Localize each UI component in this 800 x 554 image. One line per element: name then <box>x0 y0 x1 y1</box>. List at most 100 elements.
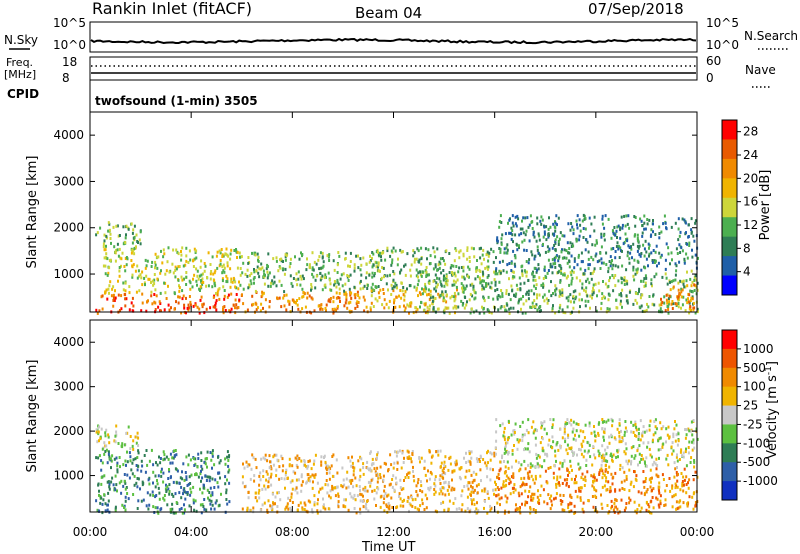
power-cell <box>164 291 167 295</box>
velocity-cell <box>597 433 600 437</box>
power-cell <box>302 277 305 281</box>
velocity-cell <box>211 491 214 495</box>
velocity-cell <box>107 452 110 456</box>
velocity-cell <box>634 509 637 513</box>
velocity-cell <box>659 499 662 503</box>
velocity-cell <box>349 480 352 483</box>
power-cell <box>333 283 336 287</box>
velocity-cell <box>616 507 619 511</box>
velocity-cell <box>135 464 138 467</box>
velocity-cell <box>358 478 361 482</box>
velocity-cell <box>104 502 107 506</box>
power-cell <box>124 289 127 293</box>
velocity-cell <box>398 449 401 453</box>
velocity-cell <box>676 485 679 489</box>
power-cell <box>104 248 107 252</box>
velocity-cell <box>677 472 679 476</box>
velocity-cell <box>579 466 582 470</box>
velocity-cell <box>116 470 119 474</box>
velocity-cell <box>307 477 310 481</box>
velocity-cell <box>359 474 362 478</box>
velocity-cell <box>328 467 331 471</box>
velocity-cell <box>306 480 309 484</box>
power-cell <box>469 292 472 296</box>
velocity-cell <box>132 493 135 496</box>
velocity-cell <box>477 483 480 487</box>
power-cell <box>295 278 298 282</box>
velocity-cell <box>301 507 304 511</box>
power-cell <box>266 276 269 280</box>
power-cell <box>642 279 645 283</box>
power-cell <box>575 295 578 299</box>
velocity-cell <box>278 465 281 469</box>
power-cell <box>508 218 511 222</box>
velocity-cell <box>559 475 562 479</box>
velocity-cell <box>347 456 350 460</box>
velocity-cell <box>399 486 402 490</box>
velocity-cell <box>366 466 369 470</box>
power-cell <box>664 258 667 262</box>
velocity-cell <box>424 493 427 497</box>
power-cell <box>354 306 357 310</box>
velocity-cell <box>597 449 600 453</box>
velocity-cell <box>626 429 628 433</box>
velocity-cell <box>311 508 313 512</box>
power-cell <box>545 297 548 301</box>
velocity-cell <box>430 461 433 465</box>
velocity-cell <box>683 478 686 482</box>
power-cell <box>510 269 513 272</box>
power-cell <box>124 269 127 273</box>
velocity-cell <box>217 485 220 489</box>
velocity-cell <box>544 469 547 473</box>
power-cell <box>609 264 612 268</box>
velocity-cell <box>571 430 574 434</box>
power-cell <box>154 263 157 267</box>
velocity-cell <box>556 475 559 479</box>
power-cell <box>638 289 640 293</box>
velocity-cell <box>547 443 550 447</box>
velocity-cell <box>621 466 624 470</box>
power-cell <box>455 265 458 268</box>
power-cell <box>337 304 339 308</box>
power-cell <box>508 277 510 281</box>
velocity-cell <box>439 487 442 491</box>
power-cell <box>452 272 454 276</box>
power-cell <box>124 304 127 308</box>
power-cell <box>476 275 479 279</box>
velocity-cell <box>567 503 570 507</box>
power-cell <box>117 234 120 238</box>
power-cell <box>636 271 639 275</box>
power-cell <box>520 232 523 236</box>
power-cell <box>444 290 447 294</box>
power-cell <box>445 249 448 253</box>
velocity-cell <box>572 427 575 431</box>
velocity-cell <box>262 475 265 478</box>
power-cell <box>107 287 110 291</box>
power-cell <box>588 263 591 267</box>
velocity-cell <box>131 444 134 448</box>
power-cell <box>599 267 602 270</box>
power-cell <box>201 305 204 309</box>
velocity-cell <box>442 476 445 480</box>
velocity-cell <box>145 449 148 452</box>
velocity-cell <box>570 477 573 481</box>
velocity-cell <box>376 466 379 470</box>
velocity-cell <box>636 508 639 511</box>
power-cell <box>680 290 683 294</box>
velocity-cell <box>403 456 405 460</box>
power-cell <box>602 295 605 299</box>
power-cell <box>438 266 441 270</box>
velocity-cell <box>183 511 186 515</box>
velocity-cell <box>523 476 526 480</box>
velocity-cell <box>351 478 354 482</box>
power-cell <box>143 281 146 285</box>
velocity-cell <box>313 494 316 498</box>
power-cell <box>464 287 467 291</box>
power-cell <box>620 215 623 219</box>
power-cell <box>445 275 448 278</box>
power-cell <box>692 301 695 305</box>
velocity-cell <box>692 507 695 511</box>
velocity-cell <box>527 495 530 499</box>
power-cell <box>543 225 546 229</box>
power-cell <box>525 299 528 303</box>
